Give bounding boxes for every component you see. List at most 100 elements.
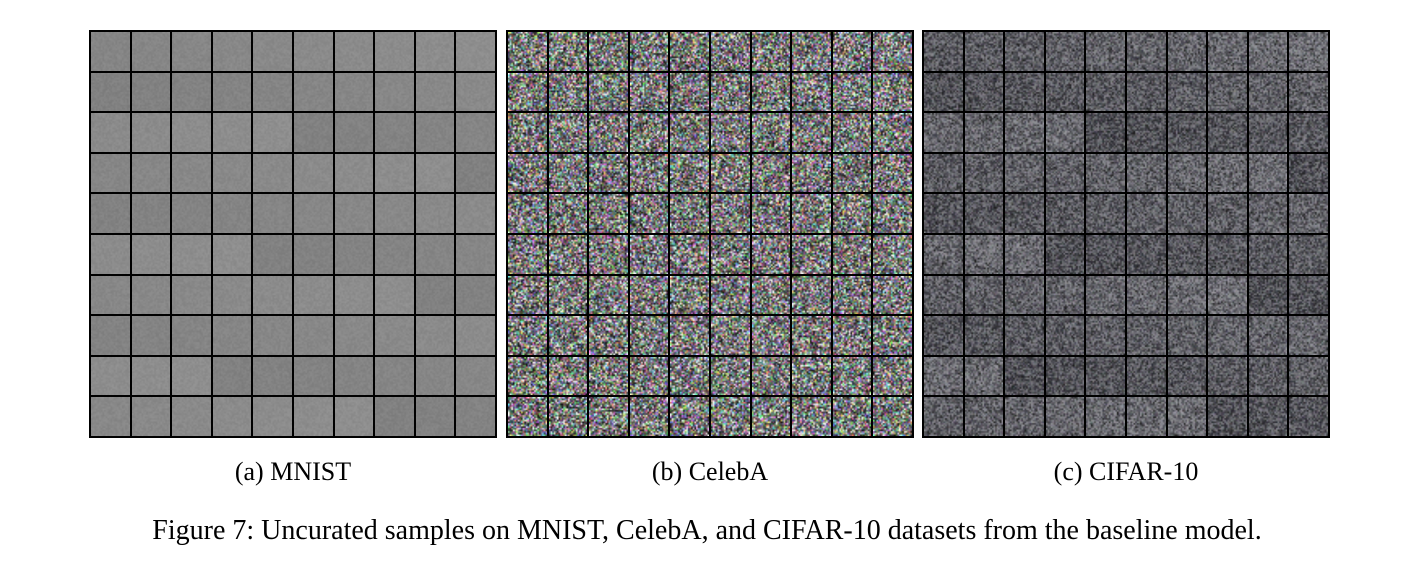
- sample-tile: [1126, 235, 1166, 274]
- sample-tile: [131, 113, 171, 152]
- sample-tile: [1208, 235, 1247, 274]
- sample-tile: [508, 316, 547, 355]
- sample-tile: [924, 356, 963, 396]
- sample-tile: [456, 113, 495, 152]
- sample-tile: [589, 397, 628, 437]
- sample-tile: [1248, 153, 1288, 193]
- sample-tile: [375, 194, 414, 234]
- sample-tile: [253, 316, 292, 355]
- sample-tile: [1167, 113, 1207, 152]
- sample-tile: [1086, 72, 1125, 112]
- sample-tile: [792, 113, 831, 152]
- sample-tile: [589, 153, 628, 193]
- sample-tile: [1248, 316, 1288, 355]
- sample-tile: [172, 72, 211, 112]
- sample-tile: [589, 356, 628, 396]
- sample-tile: [1045, 235, 1085, 274]
- sample-tile: [91, 153, 130, 193]
- sample-tile: [415, 275, 455, 315]
- sample-tile: [508, 113, 547, 152]
- sample-tile: [1126, 32, 1166, 71]
- sample-tile: [670, 113, 709, 152]
- sample-tile: [710, 316, 750, 355]
- sample-tile: [924, 32, 963, 71]
- sample-tile: [293, 153, 333, 193]
- sample-tile: [751, 397, 791, 437]
- sample-tile: [670, 235, 709, 274]
- sample-tile: [964, 153, 1004, 193]
- sample-tile: [172, 316, 211, 355]
- sample-tile: [1086, 316, 1125, 355]
- sample-tile: [91, 316, 130, 355]
- sample-tile: [375, 275, 414, 315]
- sample-tile: [873, 397, 912, 437]
- sample-tile: [710, 397, 750, 437]
- sample-tile: [792, 153, 831, 193]
- sample-tile: [710, 235, 750, 274]
- sample-tile: [508, 397, 547, 437]
- sample-tile: [253, 235, 292, 274]
- sample-tile: [293, 32, 333, 71]
- cifar10-sample-grid: [922, 30, 1330, 438]
- sample-tile: [375, 72, 414, 112]
- sample-tile: [1289, 72, 1328, 112]
- sample-tile: [415, 153, 455, 193]
- sample-tile: [792, 235, 831, 274]
- sample-tile: [924, 153, 963, 193]
- sample-tile: [293, 113, 333, 152]
- sample-tile: [1208, 194, 1247, 234]
- sample-tile: [212, 194, 252, 234]
- sample-tile: [629, 397, 669, 437]
- sample-tile: [253, 113, 292, 152]
- sample-tile: [1005, 113, 1044, 152]
- sample-tile: [1086, 275, 1125, 315]
- sample-tile: [1248, 397, 1288, 437]
- sample-tile: [508, 194, 547, 234]
- sample-tile: [1086, 153, 1125, 193]
- sample-tile: [1248, 356, 1288, 396]
- sample-tile: [131, 275, 171, 315]
- sample-tile: [131, 356, 171, 396]
- sample-tile: [964, 72, 1004, 112]
- sample-tile: [710, 113, 750, 152]
- sample-tile: [832, 235, 872, 274]
- sample-tile: [964, 275, 1004, 315]
- sample-tile: [1126, 72, 1166, 112]
- sample-tile: [1005, 72, 1044, 112]
- sample-tile: [792, 32, 831, 71]
- sample-tile: [1208, 316, 1247, 355]
- sample-tile: [1045, 275, 1085, 315]
- sample-tile: [172, 153, 211, 193]
- sample-tile: [456, 153, 495, 193]
- sample-tile: [1208, 356, 1247, 396]
- sample-tile: [131, 194, 171, 234]
- sample-tile: [589, 32, 628, 71]
- sample-tile: [375, 153, 414, 193]
- sample-tile: [131, 32, 171, 71]
- sample-tile: [415, 356, 455, 396]
- sample-tile: [751, 316, 791, 355]
- sample-tile: [1086, 194, 1125, 234]
- sample-tile: [375, 397, 414, 437]
- sample-tile: [1005, 32, 1044, 71]
- sample-tile: [670, 356, 709, 396]
- figure-caption: Figure 7: Uncurated samples on MNIST, Ce…: [152, 515, 1262, 546]
- sample-tile: [1208, 397, 1247, 437]
- sample-tile: [1086, 397, 1125, 437]
- sample-tile: [415, 397, 455, 437]
- sample-tile: [1167, 316, 1207, 355]
- sample-tile: [873, 32, 912, 71]
- sample-tile: [832, 194, 872, 234]
- sample-tile: [1005, 235, 1044, 274]
- sample-tile: [832, 275, 872, 315]
- sample-tile: [629, 356, 669, 396]
- sample-tile: [710, 194, 750, 234]
- sample-tile: [456, 275, 495, 315]
- sample-tile: [334, 113, 374, 152]
- sample-tile: [792, 397, 831, 437]
- sample-tile: [1126, 316, 1166, 355]
- sample-tile: [334, 275, 374, 315]
- sample-tile: [589, 194, 628, 234]
- sample-tile: [334, 153, 374, 193]
- sample-tile: [548, 316, 588, 355]
